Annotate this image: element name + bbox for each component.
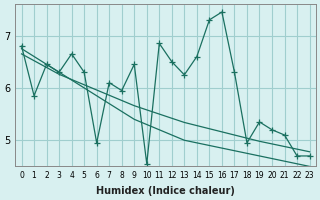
X-axis label: Humidex (Indice chaleur): Humidex (Indice chaleur) bbox=[96, 186, 235, 196]
